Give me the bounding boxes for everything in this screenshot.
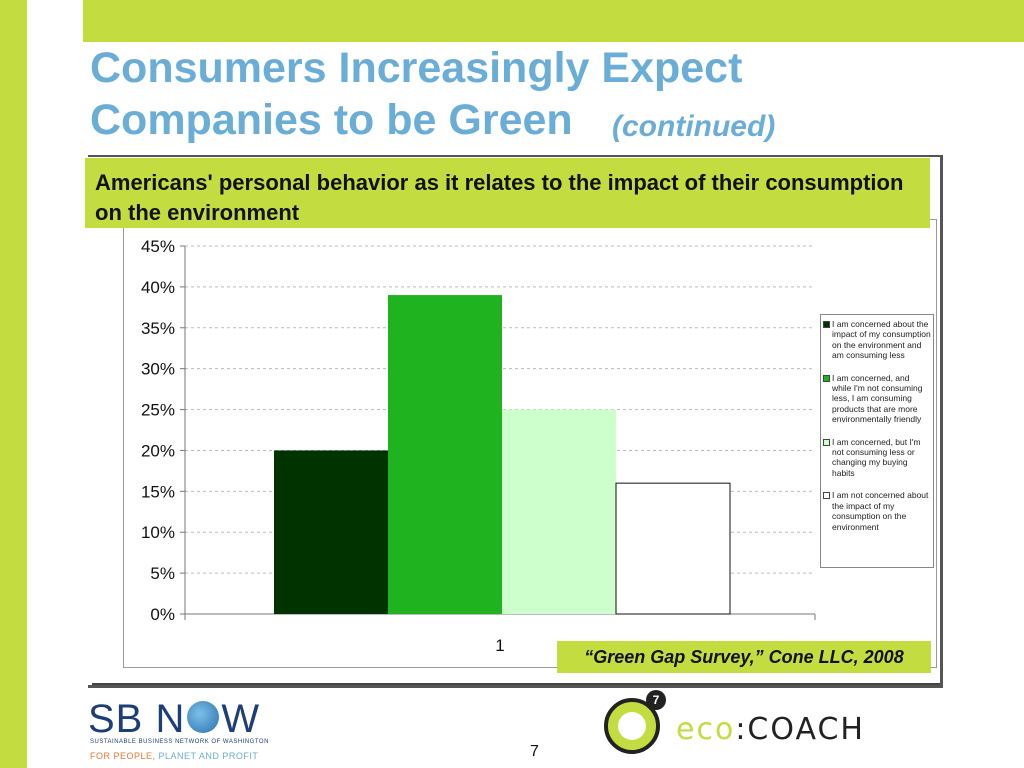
legend-swatch (823, 492, 830, 500)
eco-circle-icon (604, 698, 660, 754)
legend-item: I am not concerned about the impact of m… (823, 490, 931, 532)
legend-item: I am concerned, but I'm not consuming le… (823, 437, 931, 479)
legend-swatch (823, 438, 830, 446)
bar (502, 409, 616, 614)
footer-divider (92, 683, 940, 685)
y-tick-label: 20% (141, 441, 175, 460)
x-axis: 1 (184, 614, 816, 655)
legend-label: I am concerned, and while I'm not consum… (832, 372, 923, 425)
bars (274, 295, 731, 615)
top-accent-bar (83, 0, 1024, 42)
y-tick-label: 15% (141, 482, 175, 501)
chart-frame (88, 155, 943, 688)
page-number: 7 (530, 743, 539, 760)
legend-swatch (823, 321, 830, 328)
globe-icon (187, 701, 220, 734)
legend-label: I am not concerned about the impact of m… (832, 490, 929, 532)
y-tick-label: 25% (141, 401, 175, 420)
sbnow-tagline: FOR PEOPLE, PLANET AND PROFIT (90, 751, 258, 761)
eco-word: eco (676, 712, 736, 747)
sbnow-subtitle: SUSTAINABLE BUSINESS NETWORK OF WASHINGT… (90, 739, 269, 745)
chart-legend: I am concerned about the impact of my co… (820, 314, 934, 568)
y-tick-label: 10% (141, 523, 175, 542)
x-category-label: 1 (495, 636, 504, 655)
sbnow-tag-a: FOR PEOPLE, (90, 751, 156, 761)
legend-label: I am concerned about the impact of my co… (832, 319, 931, 361)
chart-subtitle: Americans' personal behavior as it relat… (85, 158, 930, 228)
legend-item: I am concerned about the impact of my co… (823, 319, 931, 361)
left-accent-strip (0, 0, 27, 768)
y-tick-label: 40% (141, 278, 175, 297)
y-tick-label: 5% (150, 564, 175, 583)
bar (615, 482, 731, 615)
legend-label: I am concerned, but I'm not consuming le… (832, 436, 921, 478)
title-suffix: (continued) (612, 110, 776, 143)
eco-badge: 7 (646, 690, 666, 710)
legend-item: I am concerned, and while I'm not consum… (823, 373, 931, 425)
slide-title: Consumers Increasingly Expect Companies … (90, 42, 810, 146)
source-citation: “Green Gap Survey,” Cone LLC, 2008 (557, 641, 931, 673)
y-tick-label: 0% (150, 605, 175, 624)
legend-swatch (823, 374, 830, 382)
bar (388, 295, 502, 614)
y-tick-label: 35% (141, 319, 175, 338)
y-tick-label: 45% (141, 237, 175, 256)
eco-coach-wordmark: eco:COACH (676, 712, 865, 747)
sbnow-tag-b: PLANET AND PROFIT (158, 751, 259, 761)
eco-coach-logo: 7 eco:COACH (604, 690, 934, 758)
y-axis: 0% 5% 10% 15% 20% 25% 30% 35% 40% 45% (141, 237, 186, 624)
title-line-1: Consumers Increasingly Expect Companies … (90, 44, 743, 144)
bar (274, 450, 388, 614)
eco-colon: : (735, 712, 748, 747)
y-tick-label: 30% (141, 360, 175, 379)
eco-coach-word: COACH (747, 712, 865, 747)
